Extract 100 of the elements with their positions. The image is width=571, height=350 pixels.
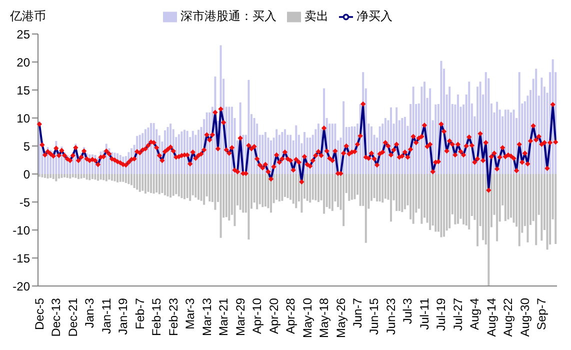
x-tick-label: May-10: [300, 298, 314, 338]
bar: [535, 174, 538, 246]
bar: [150, 174, 152, 194]
bar: [97, 174, 100, 181]
bar: [328, 174, 331, 209]
x-tick-label: Apr-10: [250, 298, 264, 334]
legend-label: 卖出: [304, 9, 328, 23]
x-tick-label: Jun-23: [384, 298, 398, 335]
bar: [186, 174, 188, 198]
bar: [200, 174, 202, 201]
y-tick-label: 20: [16, 55, 30, 70]
bar: [384, 174, 386, 199]
bar: [156, 174, 158, 192]
bar: [510, 112, 512, 174]
y-axis-title: 亿港币: [10, 8, 46, 25]
bar: [69, 174, 72, 178]
y-tick-label: -5: [19, 195, 30, 210]
bar: [504, 174, 506, 222]
bar: [122, 174, 124, 182]
bar: [342, 174, 345, 226]
bar: [373, 174, 376, 198]
bar: [401, 174, 404, 212]
bar: [108, 174, 110, 180]
bar: [164, 174, 166, 196]
x-tick-label: Feb-7: [132, 298, 147, 330]
bar: [323, 174, 326, 214]
x-tick-label: Feb-15: [150, 298, 164, 336]
bar: [396, 174, 398, 211]
bar: [376, 174, 378, 202]
bar: [507, 174, 510, 220]
bar: [119, 174, 122, 182]
y-tick-label: 10: [16, 111, 30, 126]
bar: [443, 174, 446, 237]
bar: [390, 174, 392, 222]
bar: [100, 174, 102, 180]
bar: [44, 174, 46, 178]
bar: [124, 174, 127, 183]
x-tick-label: Mar-3: [183, 298, 198, 330]
bar: [309, 174, 312, 203]
bar: [102, 174, 105, 180]
x-tick-label: Apr-28: [284, 298, 298, 334]
bar: [312, 174, 314, 200]
x-tick-label: Jul-19: [434, 298, 448, 331]
bar: [88, 174, 91, 180]
bar: [554, 174, 557, 244]
x-tick-label: Jan-11: [99, 298, 114, 334]
x-tick-label: Jan-19: [116, 298, 130, 335]
bar: [456, 174, 459, 224]
bar: [110, 174, 113, 181]
bar: [38, 174, 40, 177]
x-tick-label: May-18: [317, 298, 332, 338]
bar: [161, 174, 164, 194]
x-tick-label: Jun-7: [350, 298, 364, 328]
bar: [166, 174, 169, 196]
y-tick-label: 0: [23, 167, 30, 182]
bar: [184, 174, 186, 200]
bar: [276, 174, 278, 200]
x-tick-label: Jan-3: [82, 298, 97, 328]
bar: [86, 174, 88, 180]
x-tick-label: Dec-13: [49, 298, 64, 337]
x-tick-label: Aug-30: [518, 298, 532, 337]
x-tick-label: Apr-20: [266, 298, 281, 334]
bar: [197, 174, 200, 200]
bar: [331, 174, 334, 211]
bar: [359, 174, 362, 206]
x-tick-label: Feb-23: [166, 298, 180, 336]
bar: [306, 174, 308, 201]
bar: [41, 174, 44, 178]
bar: [412, 174, 414, 224]
bar: [194, 174, 197, 198]
bar: [398, 174, 400, 211]
y-tick-label: -15: [12, 251, 30, 266]
bar: [434, 104, 437, 174]
x-tick-label: Sep-7: [534, 298, 549, 330]
bar: [404, 174, 406, 210]
bar: [284, 174, 286, 197]
bar: [256, 174, 258, 210]
x-tick-label: Aug-4: [468, 298, 482, 330]
bar: [170, 174, 172, 198]
bar: [172, 174, 174, 196]
bar: [348, 174, 350, 201]
y-tick-label: -20: [12, 279, 30, 294]
bar: [147, 174, 150, 192]
x-tick-label: May-26: [334, 298, 348, 338]
bar: [136, 174, 138, 190]
bar: [72, 174, 74, 178]
x-tick-label: Dec-5: [32, 298, 46, 330]
bar: [314, 174, 317, 200]
bar: [295, 174, 298, 208]
bar: [220, 174, 222, 238]
bar: [434, 174, 437, 232]
bar: [128, 174, 130, 184]
x-tick-label: Mar-29: [233, 298, 248, 336]
bar: [482, 174, 484, 240]
bar: [350, 174, 353, 200]
bar: [248, 174, 250, 240]
x-tick-label: Mar-13: [200, 298, 214, 336]
bar: [50, 174, 52, 178]
bar: [83, 174, 86, 178]
bar: [208, 174, 211, 202]
